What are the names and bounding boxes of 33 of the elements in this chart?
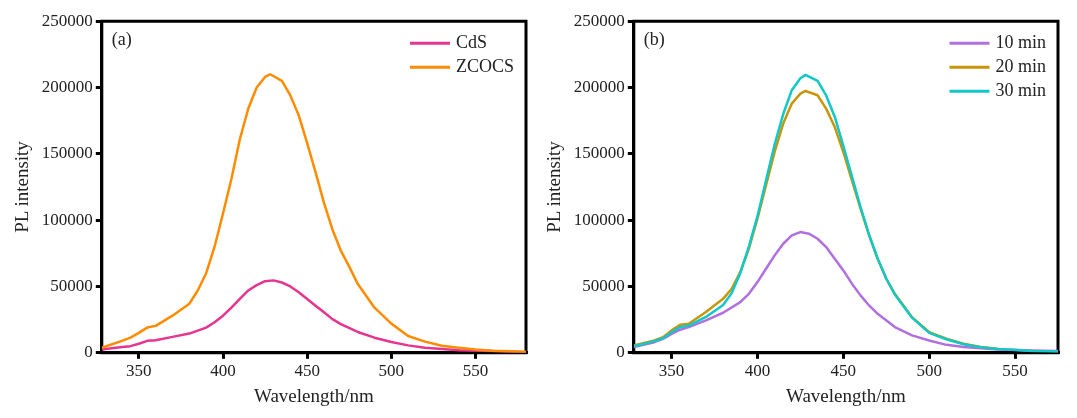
y-tick-label: 50000 — [50, 275, 93, 295]
x-tick-label: 500 — [916, 361, 942, 381]
legend-label: 20 min — [995, 55, 1047, 76]
y-tick-label: 100000 — [573, 209, 625, 229]
x-tick-label: 450 — [294, 361, 320, 381]
x-tick-label: 350 — [126, 361, 152, 381]
x-tick-label: 550 — [462, 361, 489, 381]
y-tick-label: 150000 — [573, 143, 625, 163]
y-tick-label: 250000 — [41, 10, 93, 30]
x-axis-title: Wavelength/nm — [253, 384, 375, 406]
legend-label: 10 min — [995, 31, 1047, 52]
y-tick-label: 200000 — [573, 76, 625, 96]
annotation: (b) — [643, 28, 665, 50]
legend-label: CdS — [455, 31, 488, 52]
y-axis-title: PL intensity — [11, 140, 33, 233]
legend-label: 30 min — [995, 79, 1047, 100]
y-tick-label: 200000 — [41, 76, 93, 96]
x-tick-label: 350 — [658, 361, 685, 381]
y-tick-label: 100000 — [41, 209, 93, 229]
annotation: (a) — [111, 28, 132, 50]
x-tick-label: 400 — [744, 361, 771, 381]
y-tick-label: 0 — [84, 342, 93, 362]
legend-label: ZCOCS — [455, 55, 515, 76]
y-tick-label: 150000 — [41, 143, 93, 163]
y-tick-label: 250000 — [573, 10, 625, 30]
x-axis-title: Wavelength/nm — [785, 384, 907, 406]
y-axis-title: PL intensity — [543, 140, 565, 233]
y-tick-label: 50000 — [582, 275, 625, 295]
y-tick-label: 0 — [616, 342, 625, 362]
x-tick-label: 400 — [210, 361, 236, 381]
x-tick-label: 450 — [830, 361, 857, 381]
x-tick-label: 550 — [1002, 361, 1028, 381]
x-tick-label: 500 — [378, 361, 405, 381]
